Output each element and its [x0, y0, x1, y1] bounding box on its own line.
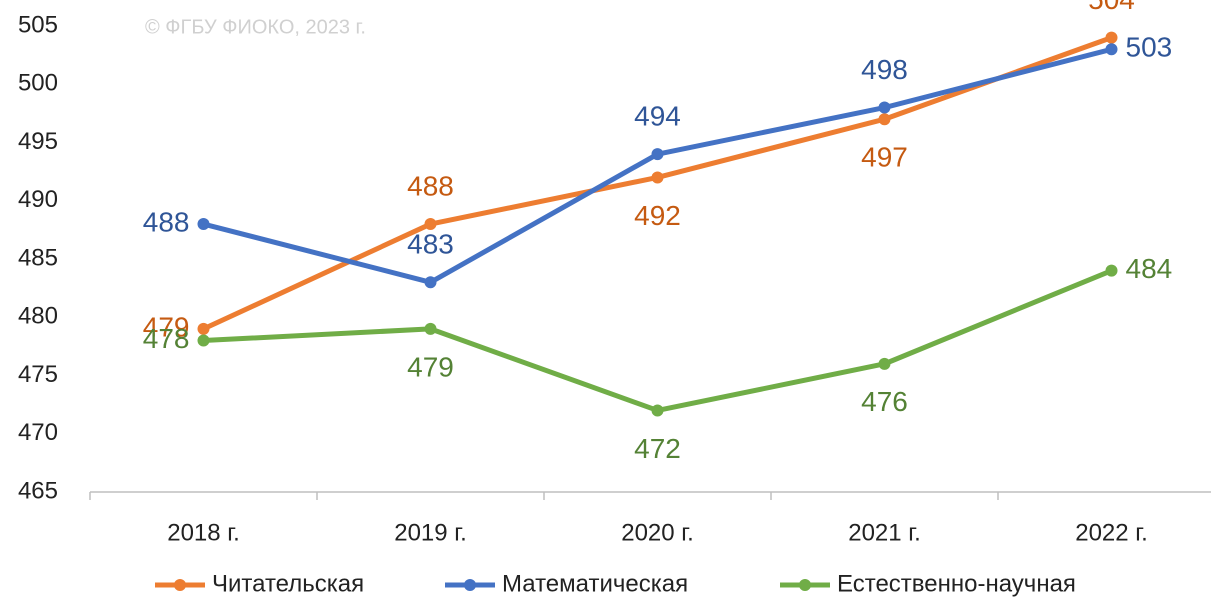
y-tick-label: 475 [18, 361, 58, 388]
legend-label: Математическая [502, 570, 688, 597]
x-tick-label: 2021 г. [848, 519, 921, 546]
y-tick-label: 465 [18, 477, 58, 504]
y-tick-label: 505 [18, 11, 58, 38]
marker [424, 322, 437, 335]
data-label: 483 [407, 229, 454, 260]
marker [1105, 43, 1118, 56]
data-label: 476 [861, 386, 908, 417]
marker [878, 357, 891, 370]
marker [1105, 31, 1118, 44]
marker [878, 113, 891, 126]
data-label: 472 [634, 433, 681, 464]
data-label: 498 [861, 54, 908, 85]
marker [424, 218, 437, 231]
marker [197, 334, 210, 347]
x-tick-label: 2022 г. [1075, 519, 1148, 546]
data-label: 504 [1088, 0, 1135, 15]
y-tick-label: 480 [18, 303, 58, 330]
data-label: 478 [143, 323, 190, 354]
watermark: © ФГБУ ФИОКО, 2023 г. [145, 16, 366, 38]
data-label: 494 [634, 101, 681, 132]
legend-label: Читательская [212, 570, 364, 597]
data-label: 479 [407, 351, 454, 382]
marker [651, 404, 664, 417]
data-label: 479 [143, 311, 190, 342]
x-tick-label: 2019 г. [394, 519, 467, 546]
x-tick-label: 2020 г. [621, 519, 694, 546]
data-label: 488 [407, 170, 454, 201]
legend-marker [174, 579, 186, 591]
line [203, 268, 1113, 413]
data-label: 484 [1126, 253, 1173, 284]
marker [197, 322, 210, 335]
y-tick-label: 495 [18, 128, 58, 155]
y-tick-label: 470 [18, 419, 58, 446]
marker [424, 276, 437, 289]
x-tick-label: 2018 г. [167, 519, 240, 546]
y-tick-label: 490 [18, 186, 58, 213]
marker [651, 171, 664, 184]
marker [197, 218, 210, 231]
legend-marker [464, 579, 476, 591]
data-label: 497 [861, 142, 908, 173]
marker [651, 148, 664, 161]
y-tick-label: 485 [18, 244, 58, 271]
marker [1105, 264, 1118, 277]
marker [878, 101, 891, 114]
line [202, 46, 1113, 285]
data-label: 492 [634, 200, 681, 231]
legend-marker [799, 579, 811, 591]
legend-label: Естественно-научная [837, 570, 1076, 597]
data-label: 488 [143, 206, 190, 237]
y-tick-label: 500 [18, 70, 58, 97]
data-label: 503 [1126, 32, 1173, 63]
